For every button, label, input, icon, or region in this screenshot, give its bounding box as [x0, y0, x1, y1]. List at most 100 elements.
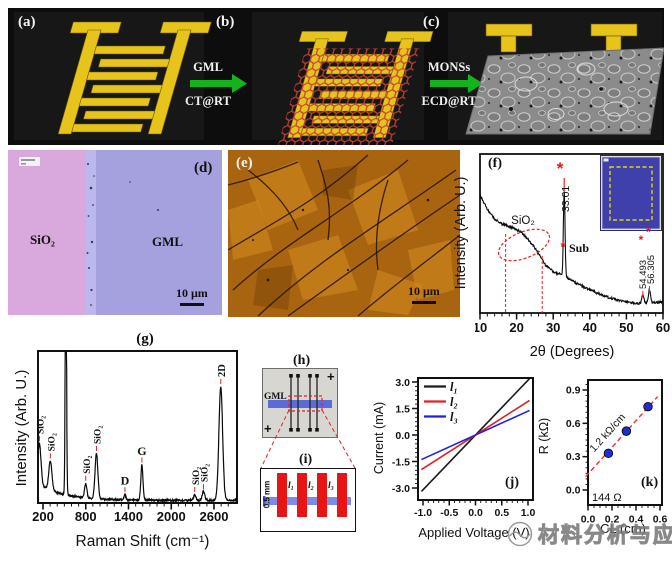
xrd-xtick: 60: [656, 320, 670, 335]
raman-peak-label: SiO₂: [83, 455, 93, 473]
iv-xtick: 1.0: [521, 507, 536, 519]
raman-peak-label: SiO₂: [93, 426, 103, 444]
arrow-1: [190, 74, 247, 93]
gap-label-1: l₁: [288, 481, 294, 491]
raman-plot: 200 800 1400 2000 2600SiO₂SiO₂SiO₂SiO₂DGSiO₂…: [32, 350, 238, 524]
sub-label: Sub: [569, 241, 589, 255]
star-marker: *: [646, 225, 651, 239]
arrow1-top-label: GML: [193, 60, 223, 74]
raman-xtick: 2000: [157, 509, 186, 524]
raman-peak-label: 2D: [217, 364, 228, 377]
raman-xtick: 800: [75, 509, 97, 524]
iv-ytick: 0.0: [395, 430, 410, 442]
iv-xtick: -1.0: [414, 507, 432, 519]
iv-xtick: 0.5: [494, 507, 509, 519]
xrd-ylabel: Intensity (Arb. U.): [453, 176, 469, 290]
rcl-xtick: 0.6: [653, 514, 668, 526]
scale-bar-d: [180, 303, 204, 306]
panel-label-f: (f): [488, 156, 502, 171]
panel-d-micrograph: SiO₂ GML (d) 10 μm: [8, 150, 222, 315]
iv-ytick: -3.0: [392, 483, 410, 495]
xrd-xtick: 10: [475, 320, 487, 335]
xrd-xtick: 20: [509, 320, 523, 335]
zoom-region-outline: [288, 395, 323, 412]
gap-label-2: l₂: [308, 481, 314, 491]
panel-b-electrode-graphene-graphic: [271, 31, 434, 145]
raman-xtick: 1400: [114, 509, 143, 524]
raman-peak-label: SiO₂: [36, 416, 46, 434]
rcl-xtick: 0.4: [629, 514, 644, 526]
iv-ytick: 3.0: [395, 377, 410, 389]
xrd-inset-photo: [600, 155, 662, 231]
iv-ytick: 1.5: [395, 403, 410, 415]
gml-label-h: GML: [264, 392, 287, 402]
gml-strip: [268, 400, 332, 408]
panel-i-schematic: [260, 468, 356, 532]
panel-label-e: (e): [236, 155, 253, 171]
iv-xlabel: Applied Voltage (V): [418, 525, 530, 540]
gap-label-3: l₃: [328, 481, 334, 491]
panel-label-c: (c): [423, 14, 440, 30]
raman-xtick: 200: [32, 509, 54, 524]
star-marker: *: [639, 233, 644, 247]
arrow-2: [430, 74, 483, 93]
iv-ylabel: Current (mA): [372, 401, 386, 475]
plus-mark-top: +: [327, 369, 335, 384]
fit-intercept-label: 144 Ω: [592, 492, 622, 504]
plus-mark-bottom: +: [264, 421, 272, 436]
electrode-bars: [277, 473, 347, 517]
iv-ytick: -1.5: [392, 456, 410, 468]
raman-xtick: 2600: [200, 509, 229, 524]
panel-label-a: (a): [18, 14, 36, 30]
probe-electrodes: [290, 376, 318, 430]
rcl-ytick: 0.3: [566, 451, 581, 463]
rcl-xtick: 0.2: [605, 514, 620, 526]
gml-channel: [264, 497, 351, 505]
watermark-text: 材料分析与应用: [538, 524, 672, 548]
panel-label-h: (h): [293, 353, 311, 368]
raman-peak-label: D: [121, 474, 130, 488]
star-marker: *: [557, 159, 564, 178]
xrd-xlabel: 2θ (Degrees): [529, 344, 615, 360]
sio2-region-label: SiO₂: [30, 232, 55, 247]
raman-peak-label: SiO₂: [200, 464, 210, 482]
xrd-xtick: 40: [583, 320, 597, 335]
panel-label-d: (d): [194, 160, 213, 176]
rcl-ytick: 0.9: [566, 385, 581, 397]
peak-label-56: 56.305: [646, 255, 657, 284]
panel-label-b: (b): [216, 14, 235, 30]
peak-label-54: 54.493: [638, 260, 649, 289]
gml-region-label: GML: [152, 234, 184, 249]
nanosheet-film: [465, 47, 664, 135]
peak-label-33: 33.01: [560, 186, 572, 212]
iv-xtick: -0.5: [440, 507, 458, 519]
strip-width-label: 0.5 mm: [262, 480, 272, 509]
star-marker: *: [560, 239, 566, 254]
process-schematic-strip: [8, 8, 664, 145]
wave-circle-logo-icon: [507, 521, 533, 547]
sio2-hump-label: SiO₂: [511, 215, 535, 227]
raman-peak-label: G: [137, 444, 146, 458]
arrow1-bottom-label: CT@RT: [185, 94, 231, 108]
raman-xlabel: Raman Shift (cm⁻¹): [75, 533, 210, 550]
rcl-xlabel: CL (cm): [600, 521, 646, 536]
panel-label-g: (g): [136, 331, 154, 347]
raman-peak-label: SiO₂: [47, 433, 57, 451]
rcl-ylabel: R (kΩ): [537, 417, 551, 455]
rcl-ytick: 0.0: [566, 485, 581, 497]
xrd-xtick: 50: [619, 320, 633, 335]
iv-xtick: 0.0: [468, 507, 483, 519]
panel-e-micrograph: (e) 10 μm: [228, 150, 460, 317]
raman-ylabel: Intensity (Arb. U.): [13, 369, 30, 487]
xrd-xtick: 30: [546, 320, 560, 335]
iv-legend-label: l₁: [450, 380, 458, 394]
iv-legend-label: l₂: [450, 395, 458, 409]
graphene-mesh: [276, 48, 420, 145]
iv-legend-label: l₃: [450, 410, 458, 424]
rcl-xtick: 0.0: [581, 514, 596, 526]
arrow2-bottom-label: ECD@RT: [421, 94, 477, 108]
